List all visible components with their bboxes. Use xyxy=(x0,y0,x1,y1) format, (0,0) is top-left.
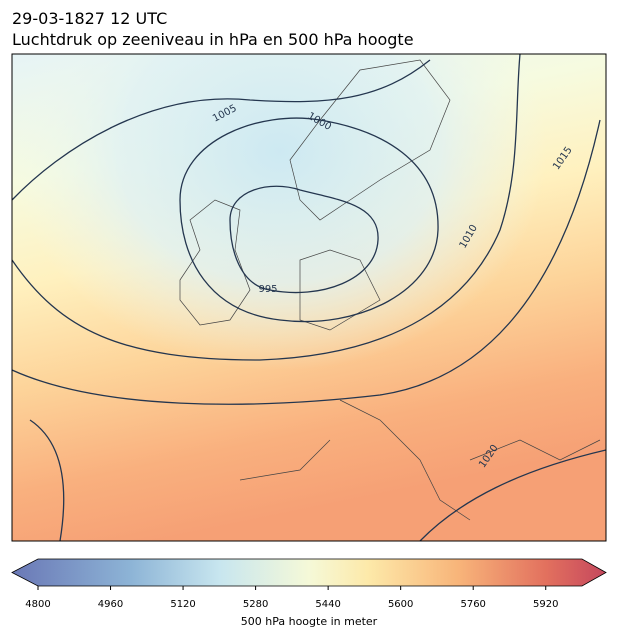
colorbar-label: 500 hPa hoogte in meter xyxy=(241,615,378,628)
subtitle: Luchtdruk op zeeniveau in hPa en 500 hPa… xyxy=(12,30,414,49)
colorbar-tick-label: 5440 xyxy=(315,599,340,610)
colorbar-tick-label: 4960 xyxy=(98,599,123,610)
colorbar-tick-label: 5120 xyxy=(170,599,195,610)
colorbar-tick-label: 5600 xyxy=(388,599,413,610)
contour-label: 995 xyxy=(258,284,277,295)
colorbar xyxy=(11,558,607,587)
map-area xyxy=(12,54,606,541)
title: 29-03-1827 12 UTC xyxy=(12,9,167,28)
map-frame xyxy=(11,53,607,542)
colorbar-tick-label: 5760 xyxy=(460,599,485,610)
colorbar-tick-label: 5920 xyxy=(533,599,558,610)
colorbar-tick-label: 4800 xyxy=(25,599,50,610)
colorbar-tick-label: 5280 xyxy=(243,599,268,610)
